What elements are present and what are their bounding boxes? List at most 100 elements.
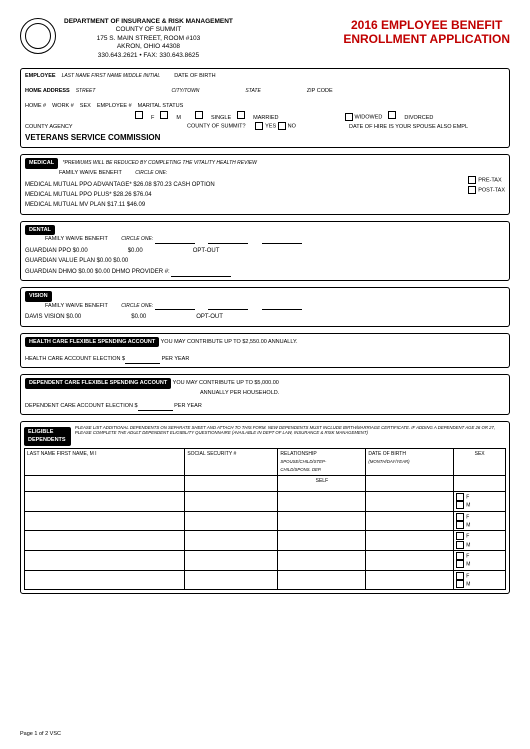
dep-m-checkbox[interactable] [456, 580, 464, 588]
zip-label: ZIP CODE [307, 87, 333, 96]
table-row: FM [25, 531, 506, 551]
vision-tag: VISION [25, 291, 52, 302]
col-sex: SEX [454, 449, 506, 476]
dental-blank3[interactable] [262, 236, 302, 244]
dcfsa-box: DEPENDENT CARE FLEXIBLE SPENDING ACCOUNT… [20, 374, 510, 414]
dept-line5: 330.643.2621 • FAX: 330.643.8625 [64, 52, 233, 60]
sex-m: M [176, 114, 181, 123]
divorced: DIVORCED [404, 114, 433, 123]
medical-box: MEDICAL *PREMIUMS WILL BE REDUCED BY COM… [20, 154, 510, 214]
dependents-table: LAST NAME FIRST NAME, M I SOCIAL SECURIT… [24, 448, 506, 590]
agency-label: COUNTY AGENCY [25, 124, 73, 130]
agency-name: VETERANS SERVICE COMMISSION [25, 133, 160, 142]
dep-m-checkbox[interactable] [456, 560, 464, 568]
vision-blank3[interactable] [262, 302, 302, 310]
col-rel-sub1: SPOUSE/CHILD/STEP- [280, 459, 326, 464]
dep-m-checkbox[interactable] [456, 541, 464, 549]
dental-waive: FAMILY WAIVE BENEFIT [45, 236, 108, 242]
dept-line3: 175 S. MAIN STREET, ROOM #103 [64, 35, 233, 43]
vision-blank2[interactable] [208, 302, 248, 310]
vision-opt: OPT-OUT [196, 314, 223, 320]
widowed: WIDOWED [355, 115, 383, 121]
cos-label: COUNTY OF SUMMIT? [187, 124, 246, 130]
title-line1: 2016 EMPLOYEE BENEFIT [343, 18, 510, 32]
page: DEPARTMENT OF INSURANCE & RISK MANAGEMEN… [0, 0, 530, 749]
doh-label: DATE OF HIRE [349, 124, 387, 130]
medical-circle: CIRCLE ONE: [135, 170, 167, 176]
marital-label: MARITAL STATUS [138, 102, 184, 111]
dept-line4: AKRON, OHIO 44308 [64, 43, 233, 51]
vision-circle: CIRCLE ONE: [121, 303, 153, 309]
dep-m-checkbox[interactable] [456, 501, 464, 509]
department-block: DEPARTMENT OF INSURANCE & RISK MANAGEMEN… [64, 18, 233, 60]
dental-blank1[interactable] [155, 236, 195, 244]
posttax: POST-TAX [478, 187, 505, 193]
dental-box: DENTAL FAMILY WAIVE BENEFIT CIRCLE ONE: … [20, 221, 510, 281]
city-hint: CITY/TOWN [171, 87, 199, 95]
hcfsa-tag: HEALTH CARE FLEXIBLE SPENDING ACCOUNT [25, 337, 159, 348]
home-phone: HOME # [25, 102, 46, 111]
sex-f: F [151, 114, 154, 123]
form-title: 2016 EMPLOYEE BENEFIT ENROLLMENT APPLICA… [343, 18, 510, 47]
dep-f-checkbox[interactable] [456, 532, 464, 540]
dcfsa-line: DEPENDENT CARE ACCOUNT ELECTION $ [25, 403, 138, 409]
dep-f-checkbox[interactable] [456, 513, 464, 521]
dental-circle: CIRCLE ONE: [121, 236, 153, 242]
dcfsa-tag: DEPENDENT CARE FLEXIBLE SPENDING ACCOUNT [25, 378, 171, 389]
vision-blank1[interactable] [155, 302, 195, 310]
hcfsa-box: HEALTH CARE FLEXIBLE SPENDING ACCOUNT YO… [20, 333, 510, 369]
posttax-checkbox[interactable] [468, 186, 476, 194]
dep-m-checkbox[interactable] [456, 521, 464, 529]
street-hint: STREET [76, 87, 96, 95]
medical-plan1: MEDICAL MUTUAL PPO ADVANTAGE* $26.08 $70… [25, 180, 257, 190]
pretax-checkbox[interactable] [468, 176, 476, 184]
married: MARRIED [253, 114, 278, 123]
dept-line2: COUNTY OF SUMMIT [64, 26, 233, 34]
work-phone: WORK # [52, 102, 74, 111]
employee-label: EMPLOYEE [25, 72, 56, 81]
dep-f-checkbox[interactable] [456, 493, 464, 501]
col-name: LAST NAME FIRST NAME, M I [25, 449, 185, 476]
page-footer: Page 1 of 2 VSC [20, 731, 61, 737]
emp-num: EMPLOYEE # [97, 102, 132, 111]
widowed-checkbox[interactable] [345, 113, 353, 121]
hcfsa-amount[interactable] [125, 356, 160, 364]
medical-note: *PREMIUMS WILL BE REDUCED BY COMPLETING … [63, 160, 257, 166]
cos-yes-checkbox[interactable] [255, 122, 263, 130]
spouse-q: IS YOUR SPOUSE ALSO EMPL [389, 124, 468, 130]
single-checkbox[interactable] [195, 111, 203, 119]
medical-plan3: MEDICAL MUTUAL MV PLAN $17.11 $46.09 [25, 200, 257, 210]
dependents-tag: ELIGIBLE DEPENDENTS [24, 427, 71, 447]
dcfsa-note2: ANNUALLY PER HOUSEHOLD. [200, 390, 279, 396]
sex-f-checkbox[interactable] [135, 111, 143, 119]
dep-f-checkbox[interactable] [456, 572, 464, 580]
dependents-note: PLEASE LIST ADDITIONAL DEPENDENTS ON SEP… [75, 425, 506, 435]
hcfsa-line: HEALTH CARE ACCOUNT ELECTION $ [25, 356, 125, 362]
table-row: FM [25, 492, 506, 512]
hcfsa-note: YOU MAY CONTRIBUTE UP TO $2,550.00 ANNUA… [161, 339, 298, 345]
dental-plan1b: $0.00 [128, 248, 143, 254]
title-line2: ENROLLMENT APPLICATION [343, 32, 510, 46]
cos-no: NO [288, 124, 296, 130]
table-row: SELF [25, 476, 506, 492]
self-cell: SELF [278, 476, 366, 492]
dental-opt: OPT-OUT [193, 248, 220, 254]
dob-label: DATE OF BIRTH [174, 72, 215, 81]
divorced-checkbox[interactable] [388, 111, 396, 119]
medical-plan2: MEDICAL MUTUAL PPO PLUS* $28.26 $76.04 [25, 190, 257, 200]
vision-waive: FAMILY WAIVE BENEFIT [45, 303, 108, 309]
dep-f-checkbox[interactable] [456, 552, 464, 560]
single: SINGLE [211, 114, 231, 123]
dhmo-provider-input[interactable] [171, 269, 231, 277]
dental-blank2[interactable] [208, 236, 248, 244]
state-hint: STATE [245, 87, 260, 95]
vision-plan1b: $0.00 [131, 314, 146, 320]
name-hint: LAST NAME FIRST NAME MIDDLE INITIAL [62, 72, 161, 80]
sex-m-checkbox[interactable] [160, 111, 168, 119]
dcfsa-amount[interactable] [138, 403, 173, 411]
vision-plan1: DAVIS VISION $0.00 [25, 314, 81, 320]
table-row: FM [25, 551, 506, 571]
married-checkbox[interactable] [237, 111, 245, 119]
cos-no-checkbox[interactable] [278, 122, 286, 130]
dental-plan3: GUARDIAN DHMO $0.00 $0.00 DHMO PROVIDER … [25, 269, 170, 275]
